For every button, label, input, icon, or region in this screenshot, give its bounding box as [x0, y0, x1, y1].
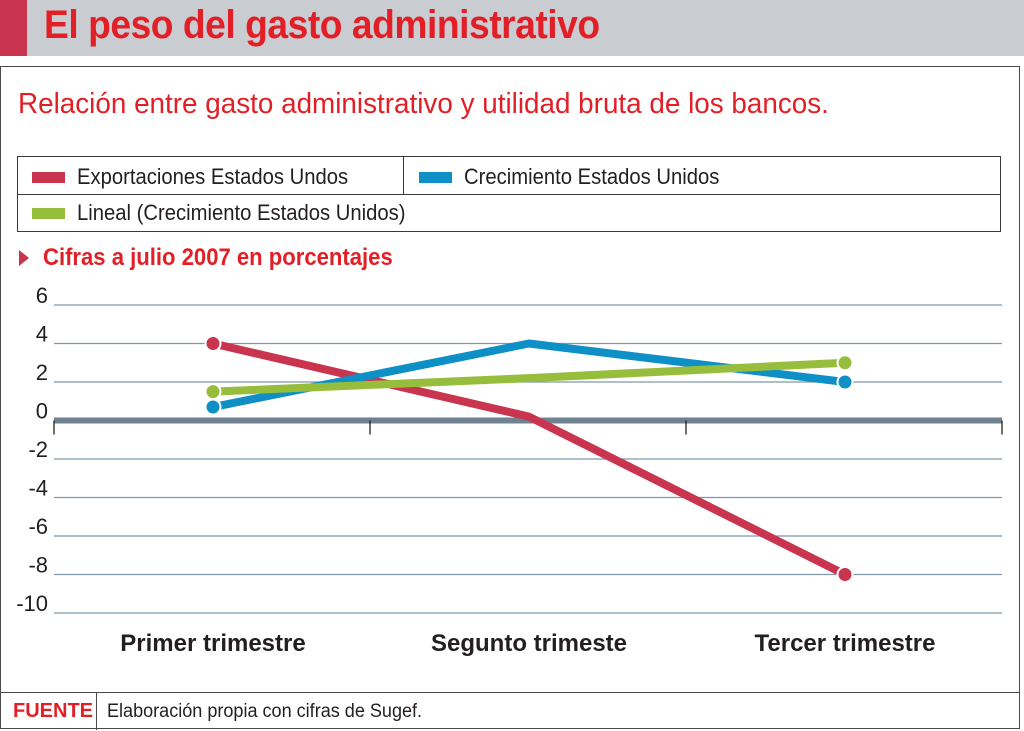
- series-line-3: [212, 358, 846, 396]
- y-tick-label: 2: [36, 360, 48, 385]
- legend-swatch: [419, 171, 452, 183]
- y-tick-label: 6: [36, 283, 48, 308]
- chart-title: El peso del gasto administrativo: [44, 3, 600, 47]
- y-tick-label: -8: [28, 553, 48, 578]
- units-label: Cifras a julio 2007 en porcentajes: [19, 244, 423, 272]
- y-tick-label: -6: [28, 514, 48, 539]
- footer-label: FUENTE: [13, 700, 93, 722]
- legend-swatch: [32, 171, 65, 183]
- x-category-label: Tercer trimestre: [755, 630, 936, 657]
- series-point-3: [836, 354, 854, 372]
- y-tick-label: 0: [36, 399, 48, 424]
- footer-source: Elaboración propia con cifras de Sugef.: [107, 701, 423, 722]
- y-tick-label: 4: [36, 322, 48, 347]
- legend-item-lineal: Lineal (Crecimiento Estados Unidos): [32, 200, 434, 226]
- legend-label: Lineal (Crecimiento Estados Unidos): [77, 200, 406, 225]
- footer-divider-vertical: [96, 692, 97, 730]
- title-accent: [0, 0, 27, 56]
- series-point-2: [204, 398, 222, 416]
- legend-item-exportaciones: Exportaciones Estados Undos: [32, 164, 372, 190]
- x-category-label: Primer trimestre: [120, 630, 305, 657]
- y-tick-label: -2: [28, 437, 48, 462]
- footer-divider: [0, 692, 1020, 693]
- title-bar: [0, 0, 1024, 56]
- series-line-1: [212, 339, 847, 579]
- x-category-label: Segunto trimeste: [431, 630, 627, 657]
- legend: Exportaciones Estados Undos Crecimiento …: [17, 156, 1001, 232]
- chart-frame: [0, 66, 1020, 729]
- series-point-1: [204, 335, 222, 352]
- legend-swatch: [32, 207, 65, 219]
- series-point-2: [836, 373, 854, 391]
- legend-label: Crecimiento Estados Unidos: [464, 164, 720, 189]
- series-point-3: [204, 383, 222, 401]
- y-tick-label: -4: [28, 476, 48, 501]
- legend-item-crecimiento: Crecimiento Estados Unidos: [419, 164, 742, 190]
- chart-subtitle: Relación entre gasto administrativo y ut…: [18, 88, 829, 120]
- legend-divider: [18, 194, 1000, 195]
- legend-divider: [403, 157, 404, 194]
- series-point-1: [836, 566, 854, 583]
- legend-label: Exportaciones Estados Undos: [77, 164, 349, 189]
- y-tick-label: -10: [16, 591, 48, 616]
- units-text: Cifras a julio 2007 en porcentajes: [43, 244, 393, 271]
- triangle-icon: [19, 250, 29, 266]
